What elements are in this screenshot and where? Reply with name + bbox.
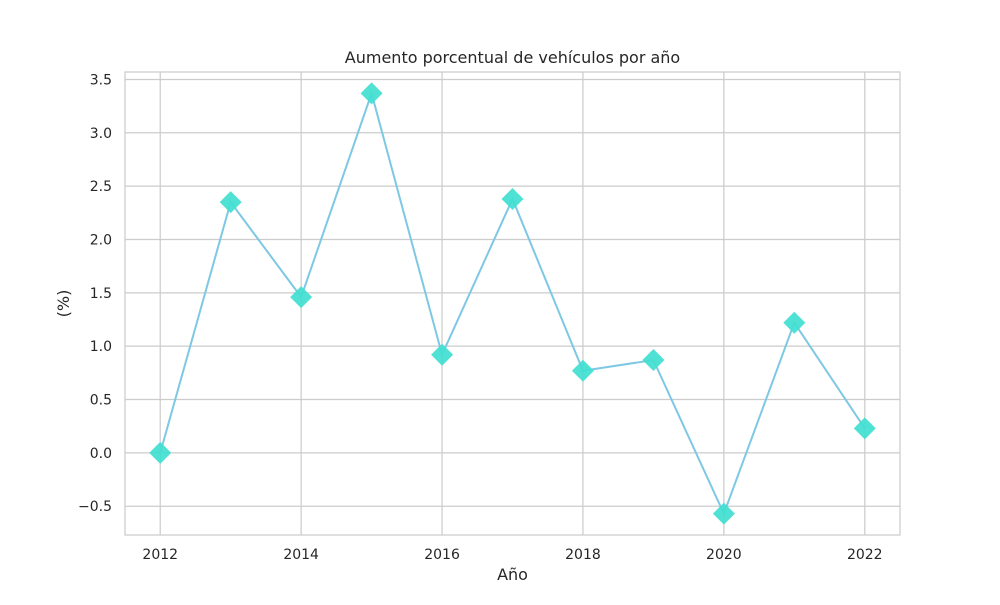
plot-frame xyxy=(124,71,901,536)
x-axis-label: Año xyxy=(497,565,528,584)
y-tick-label: 3.0 xyxy=(90,126,112,142)
data-point-marker xyxy=(501,187,524,210)
data-point-marker xyxy=(149,441,172,464)
data-point-marker xyxy=(783,311,806,334)
marker-group xyxy=(149,82,876,525)
y-tick-label: 0.0 xyxy=(90,446,112,462)
data-point-marker xyxy=(219,191,242,214)
data-point-marker xyxy=(360,82,383,105)
x-tick-label: 2014 xyxy=(283,547,319,563)
data-point-marker xyxy=(290,286,313,309)
y-tick-label: 2.5 xyxy=(90,179,112,195)
y-tick-label: −0.5 xyxy=(78,499,112,515)
x-tick-label: 2020 xyxy=(706,547,742,563)
x-tick-label: 2022 xyxy=(847,547,883,563)
y-axis-label: (%) xyxy=(54,290,73,318)
y-tick-label: 1.0 xyxy=(90,339,112,355)
data-point-marker xyxy=(431,343,454,366)
chart-title: Aumento porcentual de vehículos por año xyxy=(345,48,680,67)
data-point-marker xyxy=(712,502,735,525)
y-tick-label: 0.5 xyxy=(90,393,112,409)
data-point-marker xyxy=(853,417,876,440)
x-tick-label: 2016 xyxy=(424,547,460,563)
x-tick-label: 2012 xyxy=(142,547,178,563)
y-axis-ticks: −0.5 0.0 0.5 1.0 1.5 2.0 2.5 3.0 3.5 xyxy=(78,72,112,515)
data-point-marker xyxy=(571,359,594,382)
y-tick-label: 3.5 xyxy=(90,72,112,88)
x-axis-ticks: 2012 2014 2016 2018 2020 2022 xyxy=(142,547,882,563)
data-point-marker xyxy=(642,349,665,372)
y-tick-label: 2.0 xyxy=(90,232,112,248)
x-tick-label: 2018 xyxy=(565,547,601,563)
y-tick-label: 1.5 xyxy=(90,286,112,302)
grid xyxy=(125,72,900,535)
